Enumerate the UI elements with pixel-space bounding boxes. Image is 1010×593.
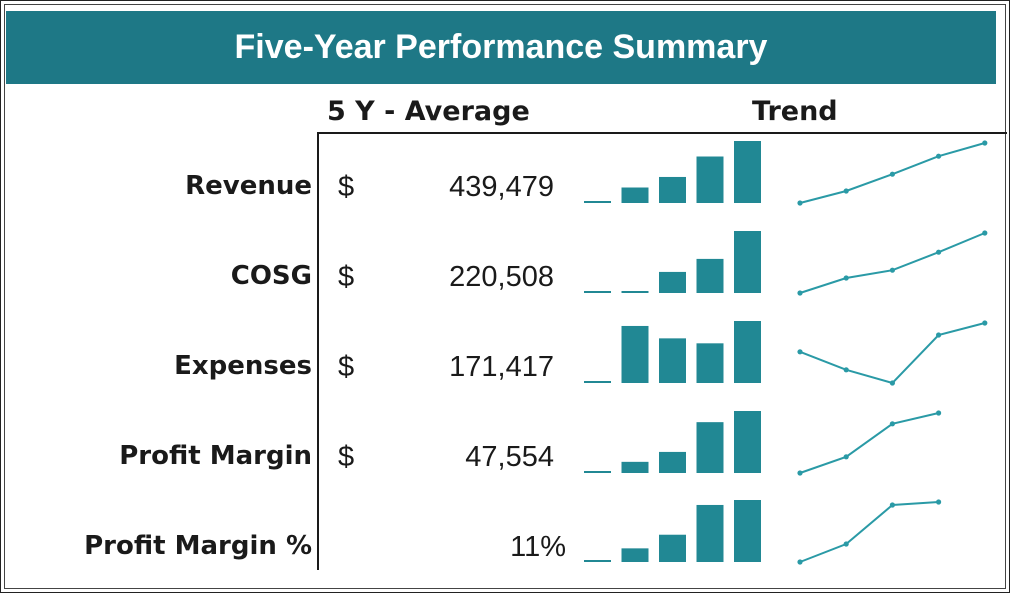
trend-line-cosg bbox=[799, 232, 986, 294]
spark-bar-profit-margin-2 bbox=[621, 548, 649, 562]
trend-point-profit-margin-2 bbox=[843, 541, 849, 547]
spark-bar-revenue-4 bbox=[696, 156, 724, 203]
currency-sign-profit-margin: $ bbox=[338, 441, 355, 473]
trend-point-expenses-4 bbox=[936, 332, 942, 338]
trend-point-cosg-5 bbox=[982, 230, 988, 236]
trend-point-cosg-4 bbox=[936, 249, 942, 255]
trend-point-profit-margin-4 bbox=[936, 410, 942, 416]
spark-bar-revenue-3 bbox=[659, 176, 686, 203]
spark-bar-expenses-5 bbox=[734, 321, 761, 383]
value-revenue: 439,479 bbox=[449, 171, 554, 203]
row-label-profit-margin-pct: Profit Margin % bbox=[84, 531, 312, 561]
trend-point-profit-margin-1 bbox=[797, 559, 803, 565]
dashboard-panel bbox=[4, 4, 1006, 589]
spark-bar-revenue-2 bbox=[621, 187, 649, 203]
row-label-revenue: Revenue bbox=[185, 171, 312, 201]
page-title: Five-Year Performance Summary bbox=[234, 28, 768, 66]
spark-bar-revenue-1 bbox=[584, 201, 611, 203]
value-profit-margin: 47,554 bbox=[465, 441, 554, 473]
trend-point-cosg-3 bbox=[889, 267, 896, 273]
spark-bar-cosg-1 bbox=[584, 291, 611, 293]
trend-point-revenue-4 bbox=[936, 153, 942, 159]
spark-bar-cosg-3 bbox=[659, 271, 686, 293]
spark-bar-profit-margin-5 bbox=[734, 500, 761, 562]
spark-bar-revenue-5 bbox=[734, 141, 761, 203]
spark-bar-profit-margin-1 bbox=[584, 471, 611, 473]
trend-point-profit-margin-1 bbox=[797, 470, 803, 476]
trend-point-profit-margin-2 bbox=[843, 454, 849, 460]
title-banner: Five-Year Performance Summary bbox=[6, 11, 996, 84]
trend-point-revenue-2 bbox=[843, 188, 849, 194]
trend-column-header: Trend bbox=[752, 96, 838, 127]
value-profit-margin-pct: 11% bbox=[510, 531, 566, 563]
spark-bar-profit-margin-1 bbox=[584, 560, 611, 562]
row-label-cosg: COSG bbox=[230, 261, 312, 291]
trend-point-profit-margin-4 bbox=[936, 499, 942, 505]
spark-bar-profit-margin-3 bbox=[659, 534, 686, 562]
trend-point-expenses-5 bbox=[982, 320, 988, 326]
trend-point-profit-margin-3 bbox=[889, 421, 896, 427]
spark-bar-profit-margin-5 bbox=[734, 411, 761, 473]
spark-bar-expenses-3 bbox=[659, 338, 686, 383]
spark-bar-profit-margin-3 bbox=[659, 451, 686, 473]
trend-point-profit-margin-3 bbox=[889, 502, 896, 508]
spark-bar-profit-margin-4 bbox=[696, 504, 724, 562]
spark-bar-expenses-1 bbox=[584, 381, 611, 383]
table-horizontal-rule bbox=[317, 132, 1007, 134]
trend-point-cosg-2 bbox=[843, 275, 849, 281]
currency-sign-cosg: $ bbox=[338, 261, 355, 293]
value-expenses: 171,417 bbox=[449, 351, 554, 383]
trend-line-profit-margin bbox=[799, 501, 939, 563]
trend-point-revenue-5 bbox=[982, 140, 988, 146]
spark-bar-profit-margin-4 bbox=[696, 422, 724, 473]
trend-point-revenue-1 bbox=[797, 200, 803, 206]
row-label-profit-margin: Profit Margin bbox=[119, 441, 312, 471]
trend-point-cosg-1 bbox=[797, 290, 803, 296]
spark-bar-cosg-2 bbox=[621, 291, 649, 293]
value-cosg: 220,508 bbox=[449, 261, 554, 293]
row-label-expenses: Expenses bbox=[174, 351, 312, 381]
spark-bar-profit-margin-2 bbox=[621, 461, 649, 473]
table-vertical-rule bbox=[317, 132, 319, 570]
trend-point-expenses-1 bbox=[797, 349, 803, 355]
spark-bar-cosg-5 bbox=[734, 231, 761, 293]
spark-bar-expenses-4 bbox=[696, 343, 724, 383]
average-column-header: 5 Y - Average bbox=[327, 96, 530, 127]
trend-line-profit-margin bbox=[799, 412, 939, 474]
trend-point-revenue-3 bbox=[889, 171, 896, 177]
trend-point-expenses-2 bbox=[843, 367, 849, 373]
currency-sign-revenue: $ bbox=[338, 171, 355, 203]
spark-bar-cosg-4 bbox=[696, 258, 724, 293]
spark-bar-expenses-2 bbox=[621, 325, 649, 383]
currency-sign-expenses: $ bbox=[338, 351, 355, 383]
trend-point-expenses-3 bbox=[889, 380, 896, 386]
trend-line-expenses bbox=[799, 322, 986, 385]
